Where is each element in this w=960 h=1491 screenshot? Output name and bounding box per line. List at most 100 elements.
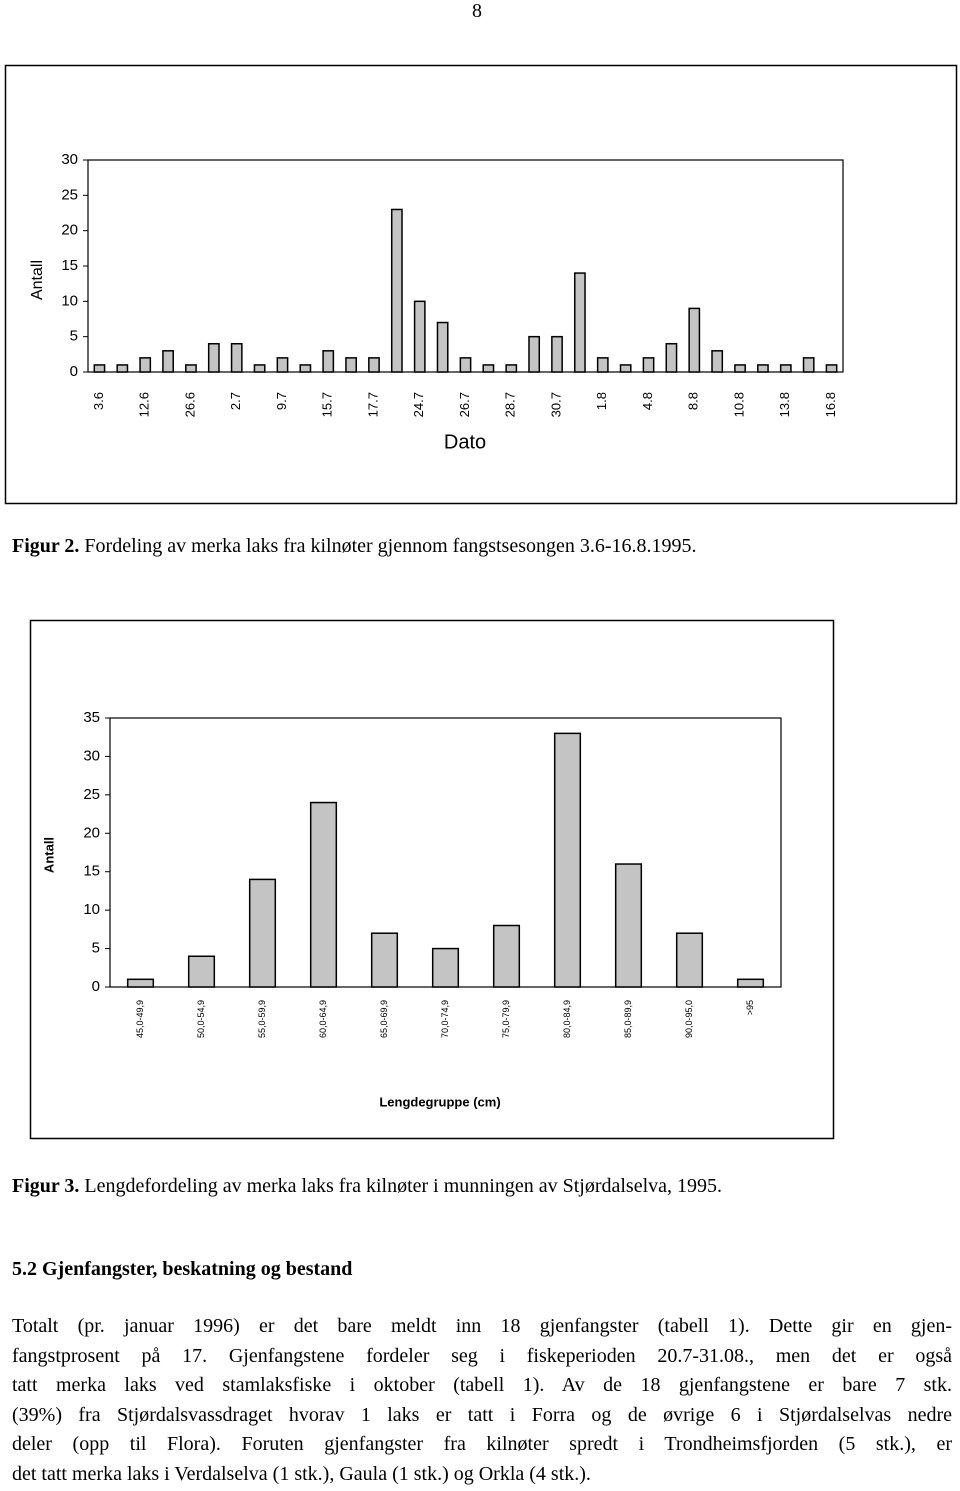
- x-tick-label: 45,0-49,9: [135, 1000, 145, 1038]
- x-tick-label: 24.7: [411, 392, 426, 417]
- bar: [492, 924, 521, 988]
- y-tick-label: 30: [83, 747, 100, 764]
- bar: [505, 364, 518, 373]
- x-tick-label: 26.7: [457, 392, 472, 417]
- caption: Figur 3. Lengdefordeling av merka laks f…: [12, 1175, 722, 1198]
- x-tick-label: 8.8: [686, 392, 701, 410]
- paragraph: Totalt (pr. januar 1996) er det bare mel…: [12, 1312, 952, 1489]
- x-tick-label: 1.8: [594, 392, 609, 410]
- y-tick-label: 15: [61, 257, 78, 274]
- y-tick-label: 20: [61, 222, 78, 239]
- bar: [93, 364, 106, 373]
- x-tick-label: 65,0-69,9: [379, 1000, 389, 1038]
- bar: [619, 364, 632, 373]
- bar: [368, 357, 380, 373]
- bar: [431, 947, 460, 988]
- bar: [436, 321, 449, 373]
- bar: [825, 364, 838, 373]
- bar: [309, 801, 338, 988]
- bar: [711, 350, 724, 373]
- x-tick-label: 13.8: [777, 392, 792, 417]
- y-tick-label: 20: [83, 824, 100, 841]
- x-tick-label: 70,0-74,9: [440, 1000, 450, 1038]
- x-tick-label: 17.7: [365, 392, 380, 417]
- x-tick-label: 3.6: [91, 392, 106, 410]
- y-tick-label: 10: [61, 292, 78, 309]
- caption: Figur 2. Fordeling av merka laks fra kil…: [12, 535, 697, 558]
- x-tick-label: 80,0-84,9: [562, 1000, 572, 1038]
- bar: [116, 364, 129, 373]
- bar: [482, 364, 495, 373]
- bar: [413, 300, 426, 373]
- section-heading: 5.2 Gjenfangster, beskatning og bestand: [12, 1258, 353, 1280]
- y-tick-label: 15: [83, 863, 100, 880]
- y-axis-label: Antall: [29, 260, 46, 300]
- x-tick-label: 90,0-95,0: [684, 1000, 694, 1038]
- plot-frame: [87, 159, 844, 373]
- caption-label: Figur 3.: [12, 1175, 80, 1197]
- bar: [139, 357, 152, 373]
- y-tick-label: 5: [70, 328, 78, 345]
- text-line: Totalt (pr. januar 1996) er det bare mel…: [12, 1315, 952, 1337]
- bar: [276, 357, 289, 373]
- x-tick-label: 30.7: [548, 392, 563, 417]
- bar: [248, 878, 277, 988]
- x-tick-label: 15.7: [320, 392, 335, 417]
- bar: [553, 732, 582, 988]
- figure-frame: [29, 619, 835, 1140]
- x-tick-label: 28.7: [503, 392, 518, 417]
- x-axis-label: Lengdegruppe (cm): [379, 1094, 500, 1109]
- bar: [551, 335, 563, 373]
- bar: [614, 863, 643, 988]
- bar: [390, 208, 403, 373]
- x-tick-label: 26.6: [182, 392, 197, 417]
- text-line: deler (opp til Flora). Foruten gjenfangs…: [12, 1433, 952, 1455]
- text-line: tatt merka laks ved stamlaksfiske i okto…: [12, 1374, 952, 1396]
- bar: [675, 932, 704, 988]
- y-tick-label: 5: [92, 940, 100, 957]
- bar: [528, 335, 541, 373]
- x-tick-label: 75,0-79,9: [501, 1000, 511, 1038]
- bar: [230, 342, 243, 373]
- x-axis-label: Dato: [444, 431, 486, 453]
- bar: [802, 357, 815, 373]
- bar: [187, 955, 216, 988]
- y-tick-label: 0: [92, 978, 100, 995]
- bar: [370, 932, 399, 988]
- x-tick-label: 12.6: [137, 392, 152, 417]
- x-tick-label: 9.7: [274, 392, 289, 410]
- y-tick-label: 30: [61, 151, 78, 168]
- y-tick-label: 10: [83, 901, 100, 918]
- bar: [688, 307, 701, 373]
- bar: [734, 364, 746, 373]
- caption-label: Figur 2.: [12, 535, 80, 557]
- bar: [345, 357, 358, 373]
- x-tick-label: 50,0-54,9: [196, 1000, 206, 1038]
- bar: [207, 342, 220, 373]
- x-tick-label: 2.7: [228, 392, 243, 410]
- figure-frame: [4, 64, 958, 505]
- caption-text: Lengdefordeling av merka laks fra kilnøt…: [84, 1175, 723, 1197]
- bar: [665, 342, 678, 373]
- bar: [322, 350, 335, 373]
- bar: [779, 364, 792, 373]
- y-tick-label: 35: [83, 709, 100, 726]
- page-number: 8: [472, 0, 482, 22]
- bar: [736, 978, 765, 988]
- x-tick-label: 55,0-59,9: [257, 1000, 267, 1038]
- y-tick-label: 0: [70, 363, 78, 380]
- bar: [126, 978, 155, 988]
- x-tick-label: >95: [745, 1000, 755, 1015]
- bar: [253, 364, 266, 373]
- text-line: (39%) fra Stjørdalsvassdraget hvorav 1 l…: [12, 1403, 952, 1426]
- x-tick-label: 4.8: [640, 392, 655, 410]
- text-line: fangstprosent på 17. Gjenfangstene forde…: [12, 1344, 952, 1367]
- x-tick-label: 10.8: [731, 392, 746, 417]
- bar: [757, 364, 769, 373]
- text-line: det tatt merka laks i Verdalselva (1 stk…: [12, 1462, 591, 1485]
- bar: [162, 350, 174, 373]
- caption-text: Fordeling av merka laks fra kilnøter gje…: [84, 535, 697, 557]
- bar: [596, 357, 609, 373]
- bar: [299, 364, 312, 373]
